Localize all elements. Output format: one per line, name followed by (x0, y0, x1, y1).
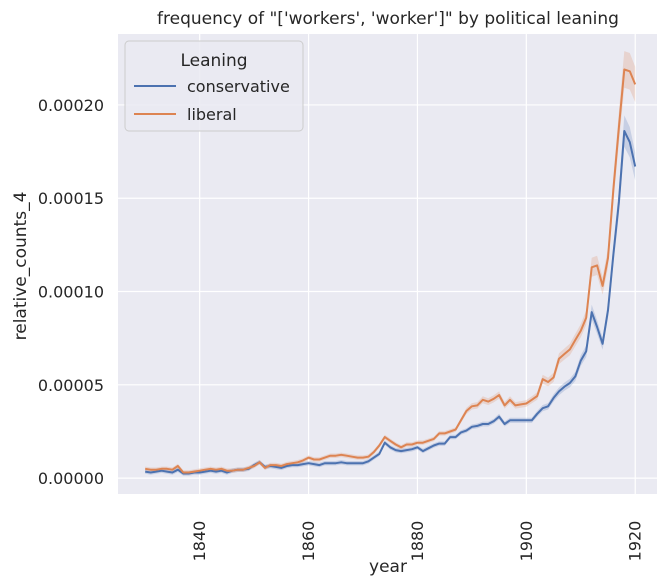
y-tick-label: 0.00015 (38, 189, 104, 208)
x-tick-label: 1860 (299, 521, 318, 562)
y-tick-label: 0.00010 (38, 283, 104, 302)
line-conservative (145, 130, 637, 475)
legend-label-liberal: liberal (187, 105, 237, 124)
legend-label-conservative: conservative (187, 77, 290, 96)
y-tick-label: 0.00020 (38, 96, 104, 115)
x-tick-label: 1880 (408, 521, 427, 562)
chart-title: frequency of "['workers', 'worker']" by … (157, 9, 619, 29)
y-tick-label: 0.00000 (38, 469, 104, 488)
legend-title: Leaning (180, 51, 247, 71)
x-tick-label: 1900 (517, 521, 536, 562)
y-tick-label: 0.00005 (38, 376, 104, 395)
x-axis-label: year (369, 557, 407, 577)
legend-box (124, 40, 304, 132)
x-tick-label: 1840 (190, 521, 209, 562)
y-axis-label: relative_counts_4 (11, 192, 31, 341)
line-liberal (145, 68, 637, 474)
x-tick-label: 1920 (626, 521, 645, 562)
legend: Leaning conservative liberal (124, 40, 304, 132)
series-lines (145, 68, 637, 475)
x-tick-labels: 1840 1860 1880 1900 1920 (190, 521, 645, 562)
y-tick-labels: 0.00000 0.00005 0.00010 0.00015 0.00020 (38, 96, 104, 488)
